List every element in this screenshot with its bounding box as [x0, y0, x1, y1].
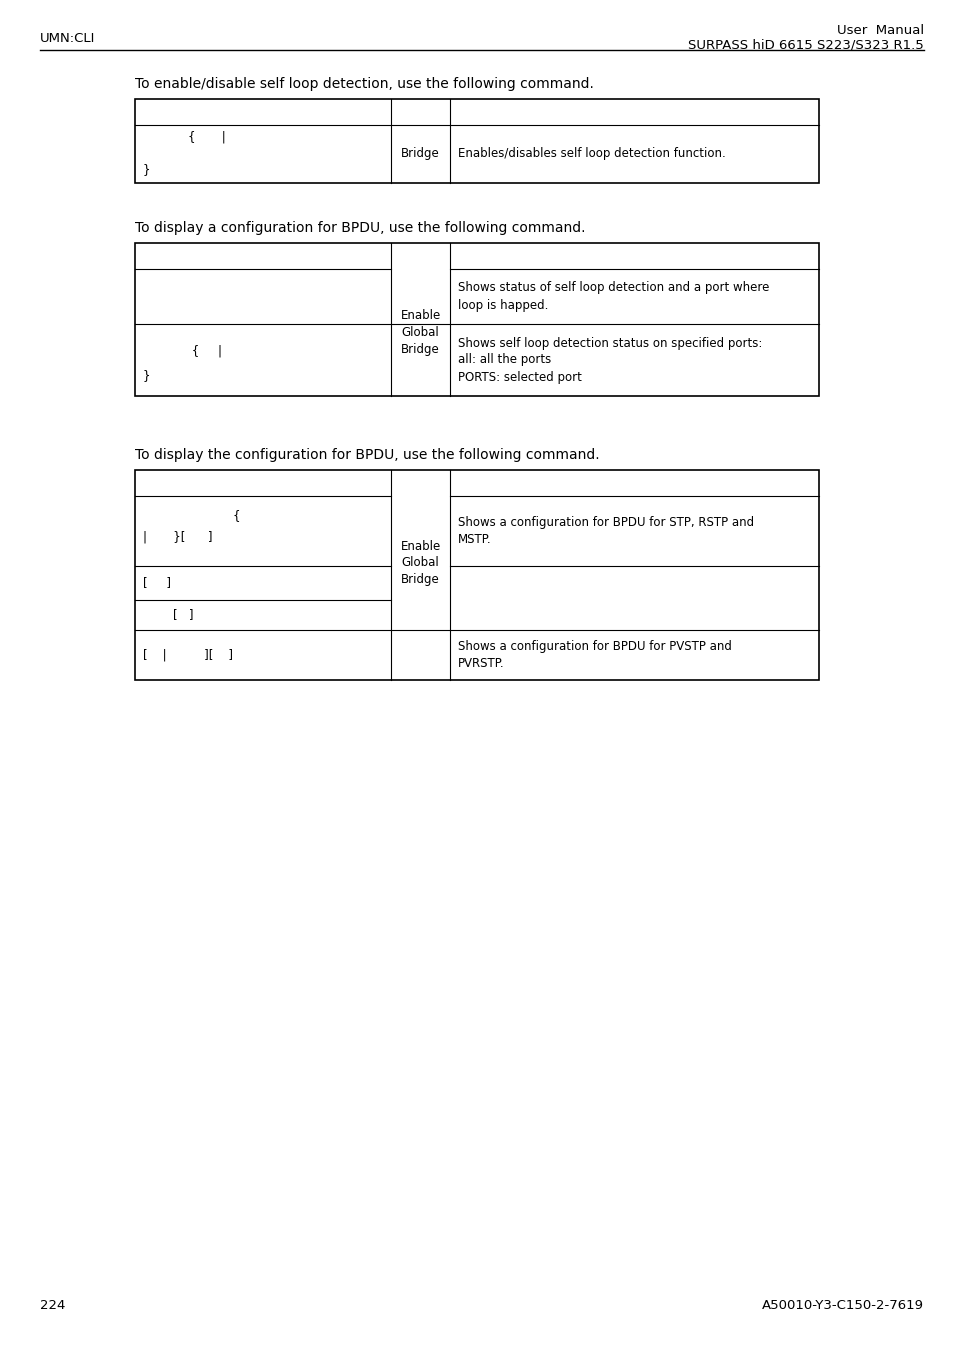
Text: [    |          ][    ]: [ | ][ ]: [143, 648, 233, 662]
Text: {: {: [143, 509, 240, 522]
Text: Enable
Global
Bridge: Enable Global Bridge: [400, 540, 440, 586]
Text: User  Manual: User Manual: [836, 24, 923, 36]
Text: UMN:CLI: UMN:CLI: [40, 32, 95, 45]
Text: 224: 224: [40, 1299, 66, 1312]
Bar: [135, 99, 818, 184]
Text: [     ]: [ ]: [143, 576, 171, 590]
Text: Enable
Global
Bridge: Enable Global Bridge: [400, 309, 440, 356]
Text: Shows self loop detection status on specified ports:
all: all the ports
PORTS: s: Shows self loop detection status on spec…: [457, 336, 761, 383]
Bar: [135, 470, 818, 680]
Text: }: }: [143, 370, 151, 382]
Text: Bridge: Bridge: [401, 147, 439, 161]
Text: }: }: [143, 163, 151, 177]
Text: To display the configuration for BPDU, use the following command.: To display the configuration for BPDU, u…: [135, 448, 599, 462]
Text: |       }[      ]: | }[ ]: [143, 531, 213, 543]
Text: {     |: { |: [143, 344, 222, 358]
Text: Enables/disables self loop detection function.: Enables/disables self loop detection fun…: [457, 147, 724, 161]
Text: {       |: { |: [143, 130, 226, 143]
Text: Shows a configuration for BPDU for PVSTP and
PVRSTP.: Shows a configuration for BPDU for PVSTP…: [457, 640, 731, 670]
Text: [   ]: [ ]: [143, 609, 193, 621]
Text: Shows a configuration for BPDU for STP, RSTP and
MSTP.: Shows a configuration for BPDU for STP, …: [457, 516, 753, 545]
Bar: [135, 243, 818, 396]
Text: SURPASS hiD 6615 S223/S323 R1.5: SURPASS hiD 6615 S223/S323 R1.5: [687, 38, 923, 51]
Text: To enable/disable self loop detection, use the following command.: To enable/disable self loop detection, u…: [135, 77, 594, 90]
Text: A50010-Y3-C150-2-7619: A50010-Y3-C150-2-7619: [761, 1299, 923, 1312]
Text: To display a configuration for BPDU, use the following command.: To display a configuration for BPDU, use…: [135, 221, 585, 235]
Text: Shows status of self loop detection and a port where
loop is happed.: Shows status of self loop detection and …: [457, 282, 768, 312]
